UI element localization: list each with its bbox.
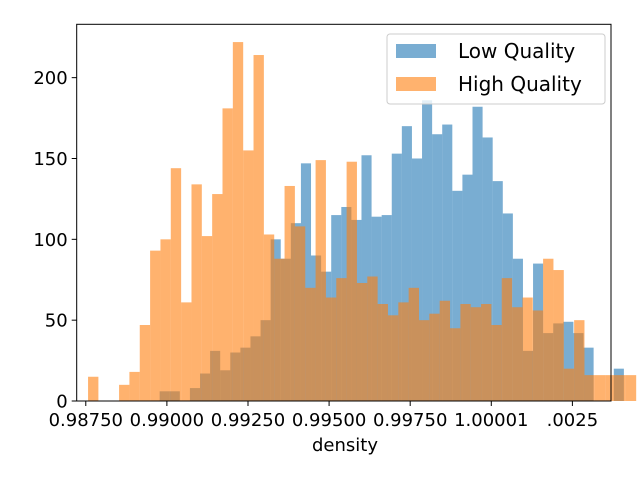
high-quality-bar xyxy=(191,184,202,401)
high-quality-bar xyxy=(274,258,285,401)
low-quality-bar xyxy=(391,153,402,401)
high-quality-bar xyxy=(594,375,606,401)
low-quality-bar xyxy=(411,158,423,401)
x-tick-label: .0025 xyxy=(547,410,599,431)
low-quality-bar xyxy=(422,100,433,401)
high-quality-bar xyxy=(212,194,223,401)
high-quality-bar xyxy=(336,278,347,401)
high-quality-bar xyxy=(170,168,182,401)
high-quality-bar xyxy=(315,160,326,401)
legend-box xyxy=(386,33,606,105)
x-tick-label: 1.00001 xyxy=(454,410,528,431)
legend-swatch-low-quality xyxy=(396,44,436,58)
high-quality-bar xyxy=(160,239,171,401)
high-quality-bar xyxy=(181,302,192,401)
plot-frame xyxy=(76,23,612,402)
high-quality-bar xyxy=(346,161,357,401)
high-quality-bar xyxy=(325,297,337,401)
high-quality-bar xyxy=(491,325,502,401)
low-quality-bar xyxy=(401,126,412,402)
high-quality-bar xyxy=(605,375,616,401)
high-quality-bar xyxy=(553,270,564,401)
y-tick-label: 100 xyxy=(33,230,67,251)
x-tick-label: 0.99750 xyxy=(373,410,447,431)
x-axis-title: density xyxy=(312,435,378,456)
x-tick-label: 0.99250 xyxy=(211,410,285,431)
high-quality-bar xyxy=(501,278,513,401)
high-quality-bar xyxy=(439,300,451,401)
high-quality-bar xyxy=(450,328,461,401)
y-tick-label: 200 xyxy=(33,68,67,89)
legend-label-high-quality: High Quality xyxy=(458,72,582,96)
low-quality-bar xyxy=(583,347,594,401)
high-quality-bar xyxy=(243,150,254,401)
high-quality-bar xyxy=(119,384,130,401)
high-quality-bar xyxy=(294,226,306,401)
high-quality-bar xyxy=(377,304,388,401)
high-quality-bar xyxy=(625,375,637,401)
low-quality-bar xyxy=(563,321,574,401)
high-quality-bar xyxy=(367,276,378,401)
low-quality-bar xyxy=(300,163,312,401)
y-tick-label: 50 xyxy=(45,311,68,332)
high-quality-bar xyxy=(429,313,440,401)
high-quality-series xyxy=(88,42,637,402)
x-axis: 0.98750 0.99000 0.99250 0.99500 0.99750 1.000… xyxy=(49,401,599,431)
x-tick-label: 0.99000 xyxy=(130,410,204,431)
high-quality-bar xyxy=(522,297,533,401)
low-quality-bar xyxy=(482,137,493,401)
high-quality-bar xyxy=(460,304,471,401)
high-quality-bar xyxy=(543,258,554,401)
y-axis: 0 50 100 150 200 xyxy=(33,68,77,413)
low-quality-bar xyxy=(452,190,463,401)
high-quality-bar xyxy=(615,375,626,401)
high-quality-bar xyxy=(419,320,430,401)
high-quality-bar xyxy=(232,42,244,401)
low-quality-bar xyxy=(442,124,453,401)
high-quality-bar xyxy=(253,55,264,402)
high-quality-bar xyxy=(584,375,595,401)
high-quality-bar xyxy=(356,282,368,401)
y-tick-label: 0 xyxy=(56,392,67,413)
low-quality-bar xyxy=(492,181,503,401)
high-quality-bar xyxy=(129,371,140,401)
high-quality-bar xyxy=(470,307,482,401)
high-quality-bar xyxy=(139,325,151,401)
x-tick-label: 0.99500 xyxy=(292,410,366,431)
high-quality-bar xyxy=(150,250,161,401)
legend-label-low-quality: Low Quality xyxy=(458,39,575,63)
low-quality-bar xyxy=(361,155,372,401)
high-quality-bar xyxy=(398,302,409,401)
y-tick-label: 150 xyxy=(33,149,67,170)
x-tick-label: 0.98750 xyxy=(49,410,123,431)
high-quality-bar xyxy=(387,315,399,401)
low-quality-bar xyxy=(432,134,443,402)
high-quality-bar xyxy=(88,376,99,401)
legend: Low Quality High Quality xyxy=(386,33,606,105)
high-quality-bar xyxy=(263,234,275,401)
high-quality-bar xyxy=(574,320,585,401)
high-quality-bar xyxy=(481,304,492,401)
high-quality-bar xyxy=(563,368,575,401)
high-quality-bar xyxy=(222,108,233,402)
high-quality-bar xyxy=(284,185,295,401)
low-quality-bar xyxy=(462,174,473,401)
low-quality-bar xyxy=(472,106,483,401)
legend-swatch-high-quality xyxy=(396,77,436,91)
high-quality-bar xyxy=(201,236,213,401)
high-quality-bar xyxy=(532,310,544,401)
high-quality-bar xyxy=(408,287,419,401)
high-quality-bar xyxy=(305,287,316,401)
high-quality-bar xyxy=(512,307,523,401)
